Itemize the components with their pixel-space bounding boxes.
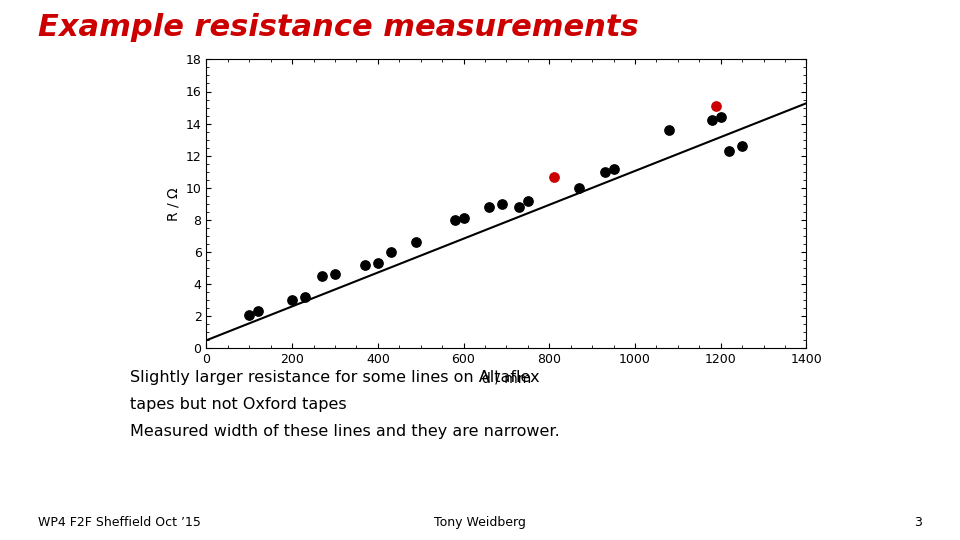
Point — [383, 248, 398, 256]
Point — [705, 116, 720, 125]
Text: Measured width of these lines and they are narrower.: Measured width of these lines and they a… — [130, 424, 560, 439]
Point — [357, 260, 372, 269]
Point — [371, 259, 386, 267]
Point — [456, 214, 471, 222]
Point — [494, 200, 510, 208]
Point — [734, 142, 750, 151]
Point — [661, 126, 677, 134]
Point — [597, 167, 612, 176]
Point — [251, 307, 266, 316]
Text: 3: 3 — [914, 516, 922, 529]
Text: WP4 F2F Sheffield Oct ’15: WP4 F2F Sheffield Oct ’15 — [38, 516, 202, 529]
Point — [298, 293, 313, 301]
Text: Tony Weidberg: Tony Weidberg — [434, 516, 526, 529]
Point — [571, 184, 587, 192]
Point — [708, 102, 724, 110]
Point — [520, 197, 536, 205]
Point — [409, 238, 424, 247]
Point — [284, 296, 300, 305]
Text: tapes but not Oxford tapes: tapes but not Oxford tapes — [130, 397, 347, 412]
Point — [482, 202, 497, 211]
Text: Example resistance measurements: Example resistance measurements — [38, 14, 639, 43]
Point — [722, 146, 737, 155]
Point — [447, 215, 463, 224]
Text: Slightly larger resistance for some lines on Altaflex: Slightly larger resistance for some line… — [130, 370, 540, 385]
Point — [713, 113, 729, 122]
Point — [512, 202, 527, 211]
Point — [546, 172, 562, 181]
Point — [242, 310, 257, 319]
Point — [606, 164, 621, 173]
X-axis label: d / mm: d / mm — [482, 372, 531, 386]
Y-axis label: R / Ω: R / Ω — [166, 187, 180, 221]
Point — [315, 272, 330, 280]
Point — [327, 270, 343, 279]
